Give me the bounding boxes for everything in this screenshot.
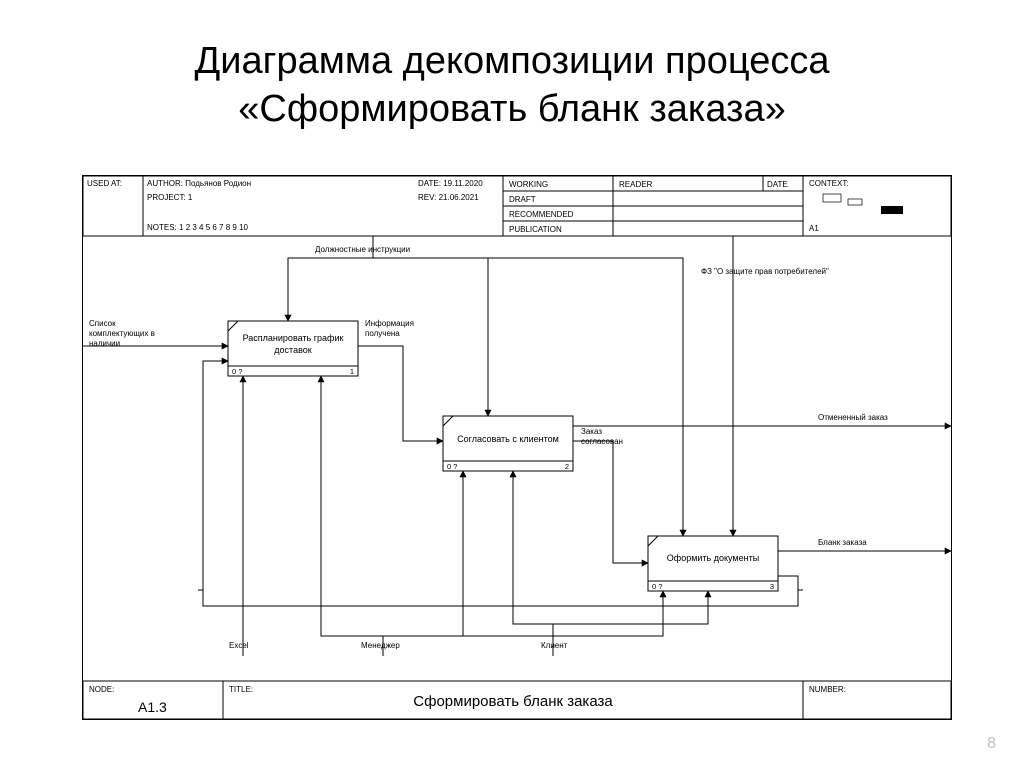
diagram-body: Распланировать график доставок 0 ? 1 Сог… <box>83 236 951 656</box>
out12-l1: Информация <box>365 319 414 328</box>
svg-text:DATE: 19: DATE: 19.11.2020 <box>418 179 483 188</box>
rev-label: REV: <box>418 193 436 202</box>
box2-br: 2 <box>565 462 569 471</box>
box3-br: 3 <box>770 582 774 591</box>
svg-text:REV: 21: REV: 21.06.2021 <box>418 193 479 202</box>
title-label: TITLE: <box>229 685 253 694</box>
out-blank-label: Бланк заказа <box>818 538 867 547</box>
title-line2: «Сформировать бланк заказа» <box>238 88 786 130</box>
project-value: 1 <box>188 193 193 202</box>
svg-text:NOTES: 1: NOTES: 1 2 3 4 5 6 7 8 9 10 <box>147 223 249 232</box>
box3-bl: 0 ? <box>652 582 662 591</box>
author-value: Подьянов Родион <box>185 179 251 188</box>
project-label: PROJECT: <box>147 193 186 202</box>
out23-l2: согласован <box>581 437 623 446</box>
notes-label: NOTES: <box>147 223 177 232</box>
context-label: CONTEXT: <box>809 179 849 188</box>
header: USED AT: AUTHOR: Подьянов Родион PROJECT… <box>83 176 951 236</box>
date2-label: DATE <box>767 180 788 189</box>
svg-text:PROJECT:: PROJECT: 1 <box>147 193 193 202</box>
node-value: A1.3 <box>138 699 167 715</box>
working-label: WORKING <box>509 180 548 189</box>
mech1-label: Excel <box>229 641 249 650</box>
context-node: A1 <box>809 224 819 233</box>
out12-l2: получена <box>365 329 400 338</box>
footer-title-value: Сформировать бланк заказа <box>413 693 613 710</box>
control2-label: ФЗ "О защите прав потребителей" <box>701 267 829 276</box>
mech3-label: Клиент <box>541 641 568 650</box>
node-label: NODE: <box>89 685 114 694</box>
activity-box-1: Распланировать график доставок 0 ? 1 <box>228 321 358 376</box>
mech2-label: Менеджер <box>361 641 400 650</box>
out23-l1: Заказ <box>581 427 602 436</box>
slide-title: Диаграмма декомпозиции процесса «Сформир… <box>0 38 1024 133</box>
out-cancel-label: Отмененный заказ <box>818 413 888 422</box>
author-label: AUTHOR: <box>147 179 183 188</box>
box2-bl: 0 ? <box>447 462 457 471</box>
control1-label: Должностные инструкции <box>315 245 410 254</box>
box1-bl: 0 ? <box>232 367 242 376</box>
box1-br: 1 <box>350 367 354 376</box>
date-value: 19.11.2020 <box>443 179 483 188</box>
svg-text:AUTHOR:: AUTHOR: Подьянов Родион <box>147 179 251 188</box>
footer: NODE: A1.3 TITLE: Сформировать бланк зак… <box>83 681 951 719</box>
box2-text1: Согласовать с клиентом <box>457 434 559 444</box>
notes-value: 1 2 3 4 5 6 7 8 9 10 <box>179 223 248 232</box>
box3-text1: Оформить документы <box>667 553 759 563</box>
draft-label: DRAFT <box>509 195 536 204</box>
date-label: DATE: <box>418 179 441 188</box>
publication-label: PUBLICATION <box>509 225 562 234</box>
title-line1: Диаграмма декомпозиции процесса <box>195 40 830 82</box>
activity-box-3: Оформить документы 0 ? 3 <box>648 536 778 591</box>
page-number: 8 <box>987 735 996 753</box>
input1-l1: Список <box>89 319 116 328</box>
box1-text1: Распланировать график <box>243 333 344 343</box>
number-label: NUMBER: <box>809 685 846 694</box>
reader-label: READER <box>619 180 653 189</box>
box1-text2: доставок <box>274 345 311 355</box>
rev-value: 21.06.2021 <box>439 193 480 202</box>
activity-box-2: Согласовать с клиентом 0 ? 2 <box>443 416 573 471</box>
used-at-label: USED AT: <box>87 179 122 188</box>
input1-l2: комплектующих в <box>89 329 155 338</box>
input1-l3: наличии <box>89 339 120 348</box>
idef0-diagram: USED AT: AUTHOR: Подьянов Родион PROJECT… <box>82 175 952 720</box>
recommended-label: RECOMMENDED <box>509 210 574 219</box>
